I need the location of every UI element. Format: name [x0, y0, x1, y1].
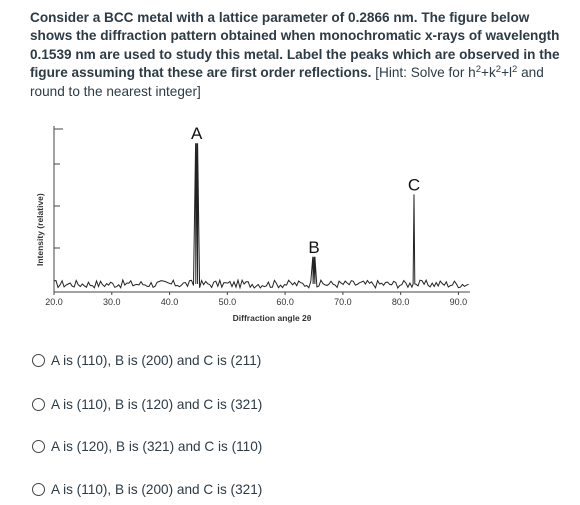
hint-sup-h: 2	[475, 64, 482, 76]
x-tick-label: 90.0	[450, 297, 468, 307]
x-tick-label: 50.0	[219, 297, 237, 307]
x-tick-label: 40.0	[161, 297, 179, 307]
question-text: Consider a BCC metal with a lattice para…	[30, 9, 570, 101]
hint-k: +k	[481, 65, 496, 81]
x-tick-label: 60.0	[276, 297, 294, 307]
x-tick-label: 80.0	[392, 297, 410, 307]
diffraction-trace	[53, 143, 469, 290]
hint-prefix: [Hint: Solve for h	[371, 65, 476, 81]
x-tick-label: 30.0	[103, 297, 121, 307]
x-axis-label: Diffraction angle 2θ	[233, 313, 312, 323]
option-4[interactable]: A is (110), B is (200) and C is (321)	[32, 479, 262, 499]
option-1-label[interactable]: A is (110), B is (200) and C is (211)	[51, 352, 262, 368]
peak-label-b: B	[308, 238, 319, 257]
option-3[interactable]: A is (120), B is (321) and C is (110)	[32, 436, 262, 456]
x-axis: Diffraction angle 2θ 20.0 30.0 40.0 50.0 60.…	[45, 291, 470, 323]
peak-label-c: C	[408, 175, 420, 194]
hint-sup-l: 2	[512, 64, 518, 76]
option-3-label[interactable]: A is (120), B is (321) and C is (110)	[51, 438, 263, 454]
question-body: Consider a BCC metal with a lattice para…	[30, 10, 560, 81]
option-4-label[interactable]: A is (110), B is (200) and C is (321)	[51, 481, 263, 497]
option-1[interactable]: A is (110), B is (200) and C is (211)	[32, 350, 261, 370]
option-2[interactable]: A is (110), B is (120) and C is (321)	[32, 394, 262, 414]
hint-suffix: and round to the nearest integer]	[30, 65, 544, 99]
option-3-radio[interactable]	[32, 439, 45, 453]
hint-l: +l	[501, 65, 513, 81]
plot-area: A B C	[53, 126, 469, 290]
x-tick-label: 70.0	[334, 297, 352, 307]
option-2-radio[interactable]	[32, 397, 45, 411]
diffraction-figure: Intensity (relative) A B C Diffraction ang…	[30, 126, 480, 331]
option-4-radio[interactable]	[32, 482, 45, 496]
option-1-radio[interactable]	[32, 353, 45, 367]
x-tick-label: 20.0	[45, 297, 63, 307]
y-axis: Intensity (relative)	[35, 126, 63, 292]
peak-label-a: A	[191, 126, 203, 143]
option-2-label[interactable]: A is (110), B is (120) and C is (321)	[51, 396, 263, 412]
y-axis-label: Intensity (relative)	[35, 193, 45, 266]
diffraction-chart: Intensity (relative) A B C Diffraction ang…	[35, 126, 470, 323]
hint-sup-k: 2	[495, 64, 502, 76]
